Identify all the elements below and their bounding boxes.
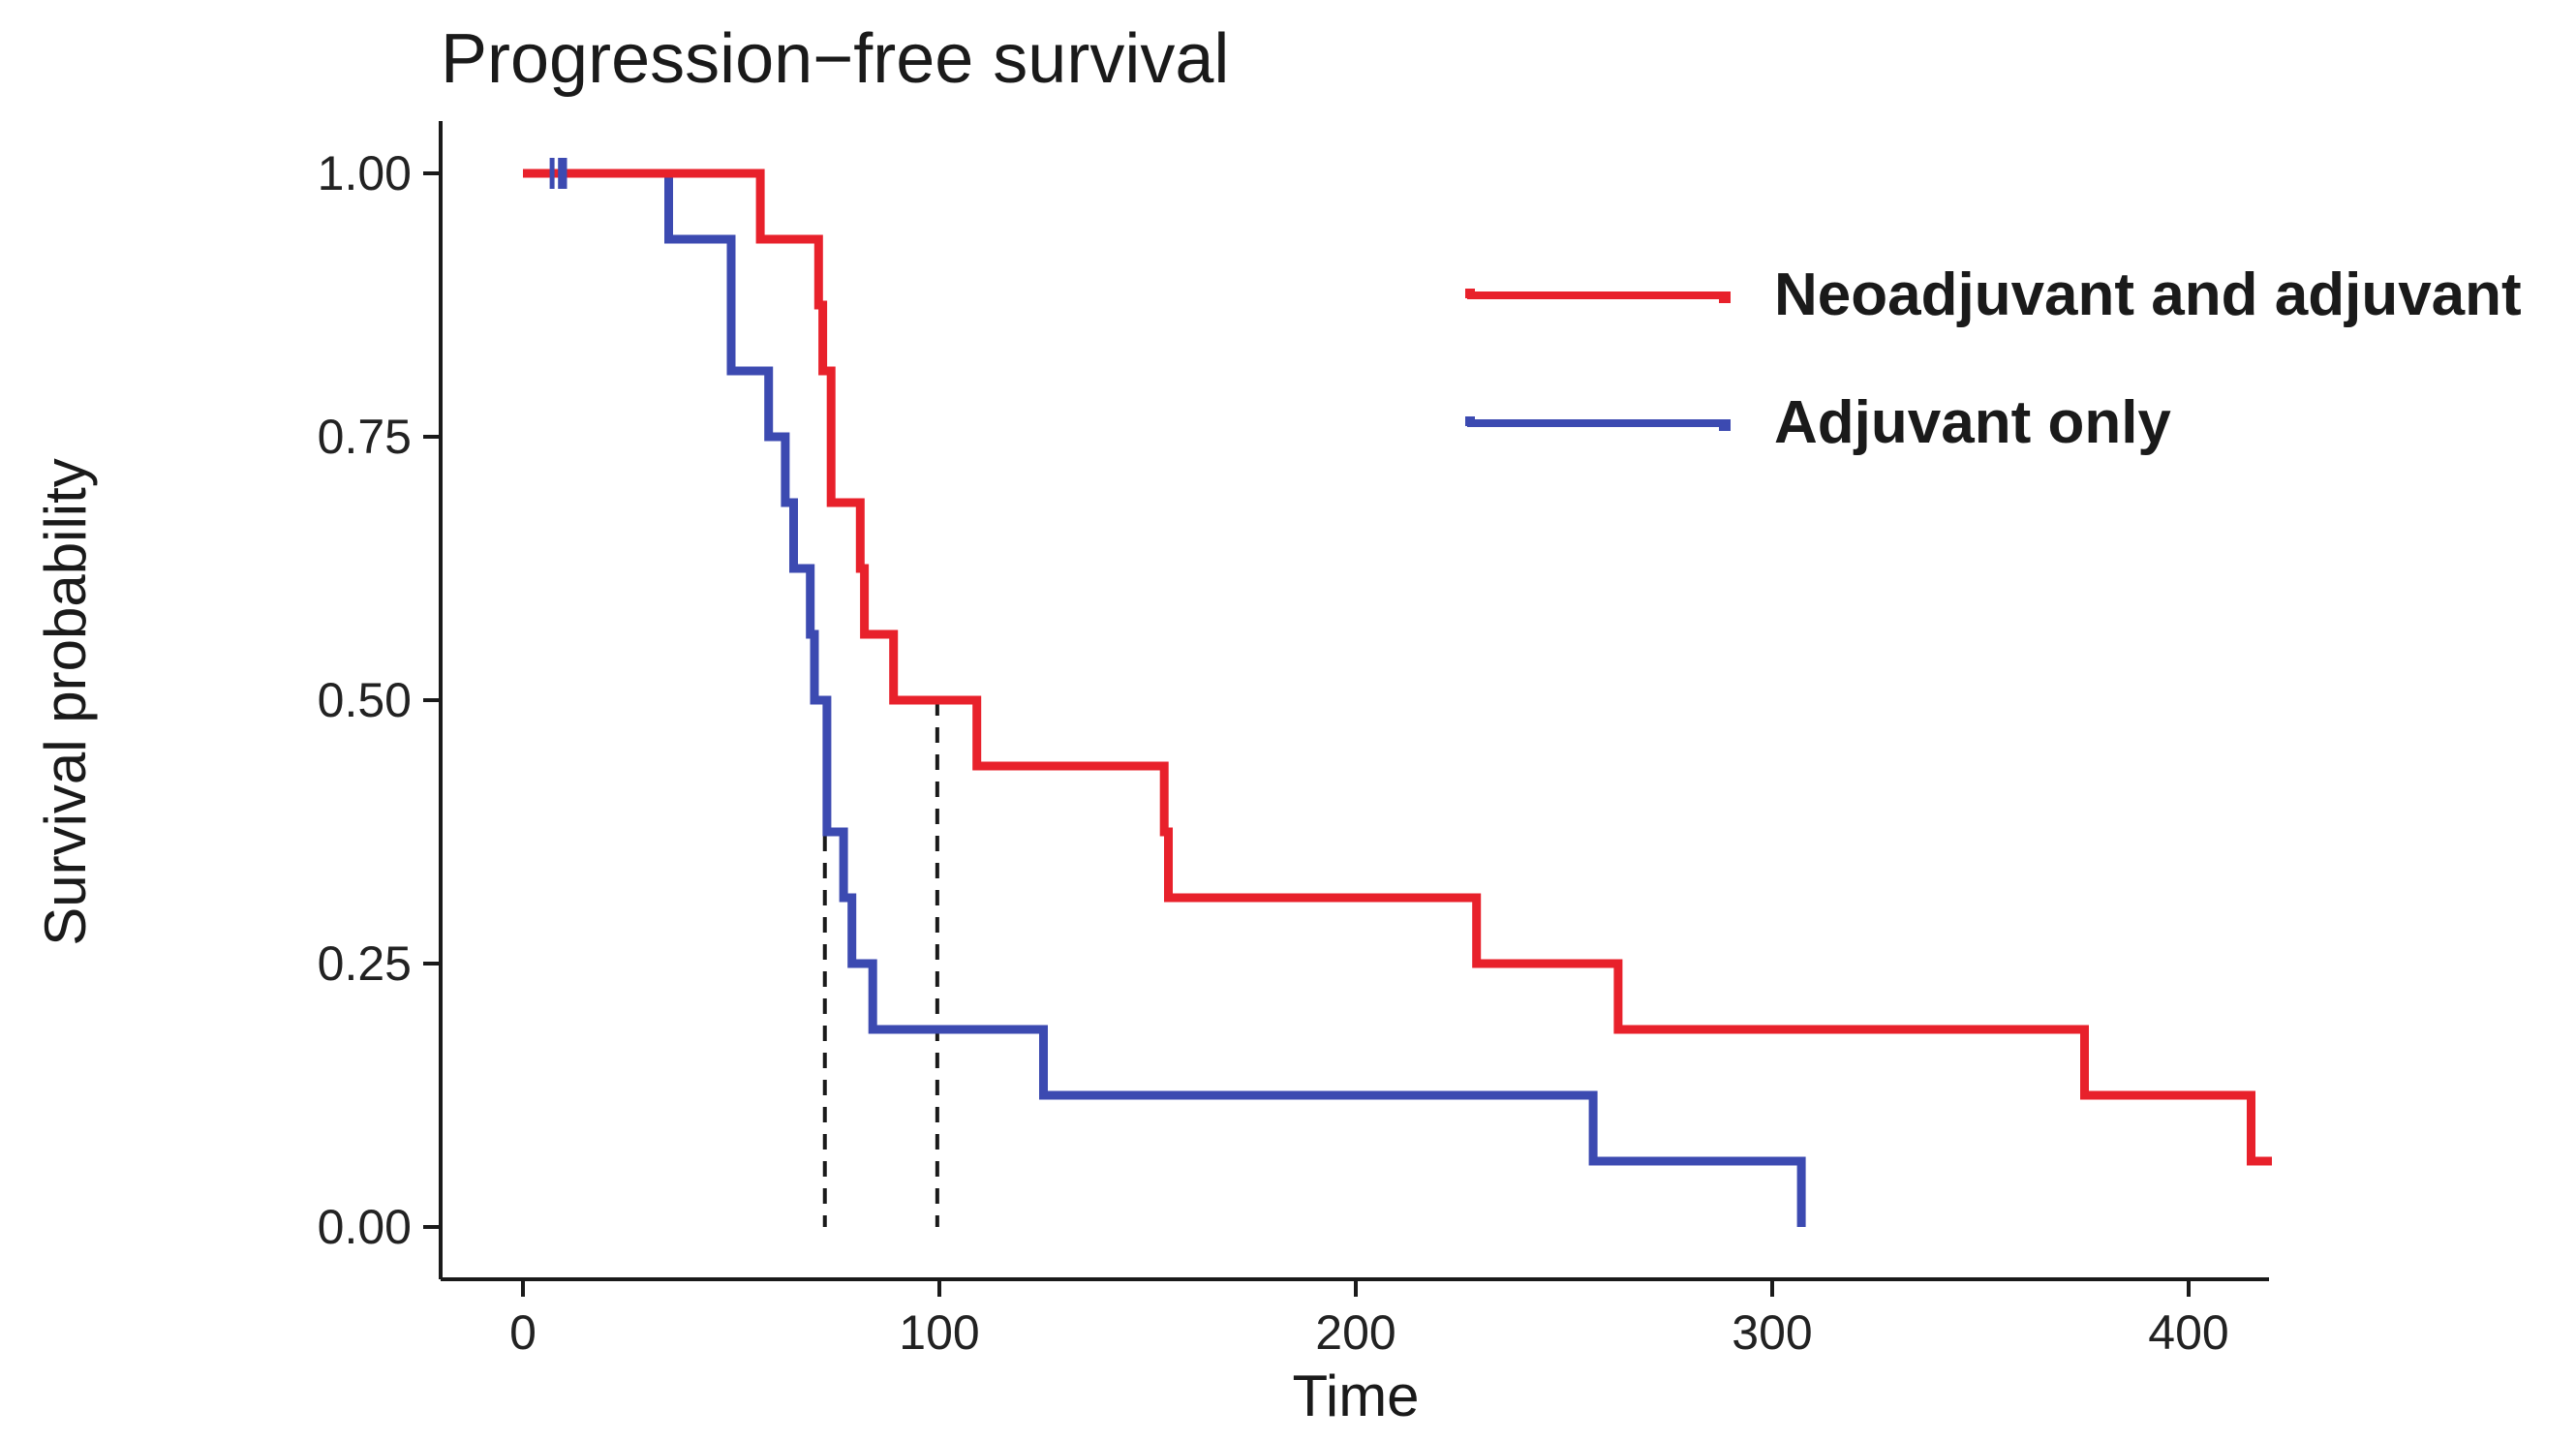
y-tick-label: 0.00 <box>318 1200 412 1254</box>
x-tick-label: 200 <box>1315 1305 1395 1360</box>
y-tick-label: 1.00 <box>318 146 412 200</box>
y-tick-label: 0.75 <box>318 410 412 464</box>
x-axis-label: Time <box>1292 1364 1419 1428</box>
survival-curve-neoadjuvant-and-adjuvant <box>523 169 2272 1166</box>
censor-marks <box>549 158 567 189</box>
legend-item-neoadjuvant-and-adjuvant: Neoadjuvant and adjuvant <box>1465 261 2522 328</box>
chart-title: Progression−free survival <box>441 20 1229 98</box>
axes: 0 100 200 300 400 0.00 0.25 0.50 0.75 1.00 <box>318 121 2269 1360</box>
x-tick-label: 0 <box>509 1305 537 1360</box>
x-tick-label: 400 <box>2148 1305 2228 1360</box>
plot-area <box>523 158 2272 1227</box>
y-tick-label: 0.25 <box>318 936 412 991</box>
legend: Neoadjuvant and adjuvant Adjuvant only <box>1465 261 2522 456</box>
legend-swatch-cap-right <box>1719 291 1731 303</box>
x-axis-ticks: 0 100 200 300 400 <box>509 1279 2229 1360</box>
legend-swatch-cap-left <box>1465 416 1475 426</box>
x-tick-label: 300 <box>1732 1305 1812 1360</box>
median-lines <box>822 700 939 1227</box>
legend-label: Neoadjuvant and adjuvant <box>1774 261 2522 328</box>
y-axis-ticks: 0.00 0.25 0.50 0.75 1.00 <box>318 146 441 1254</box>
survival-curve-adjuvant-only <box>523 169 1806 1227</box>
legend-label: Adjuvant only <box>1774 389 2171 456</box>
legend-item-adjuvant-only: Adjuvant only <box>1465 389 2171 456</box>
survival-curves <box>523 169 2272 1227</box>
y-axis-label: Survival probability <box>33 458 98 946</box>
x-tick-label: 100 <box>899 1305 979 1360</box>
y-tick-label: 0.50 <box>318 673 412 727</box>
legend-swatch-cap-left <box>1465 289 1475 298</box>
legend-swatch-cap-right <box>1719 419 1731 431</box>
